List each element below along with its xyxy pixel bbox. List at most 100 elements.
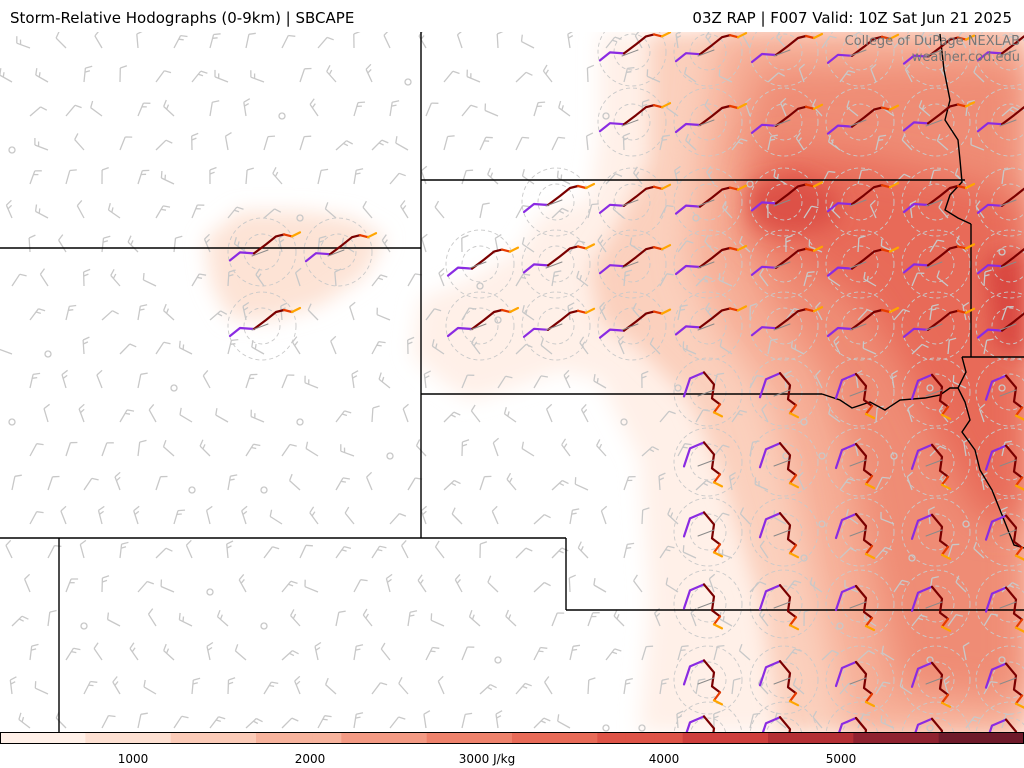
wind-barb: [597, 234, 607, 253]
hodograph-ring: [975, 357, 1024, 427]
hodograph-ring: [917, 513, 955, 551]
wind-barb: [476, 282, 484, 290]
hodograph-ring: [521, 291, 591, 361]
wind-barb: [11, 615, 29, 627]
wind-barb: [371, 274, 388, 287]
hodograph-ring: [975, 645, 1024, 715]
hodograph-segment: [956, 36, 968, 41]
hodograph-segment: [750, 52, 778, 64]
storm-motion-vector: [999, 601, 1017, 609]
wind-barb: [191, 132, 199, 151]
hodograph-segment: [864, 624, 876, 632]
wind-barb: [551, 479, 569, 491]
wind-barb: [443, 411, 461, 423]
wind-barb: [314, 641, 322, 661]
hodograph-ring: [901, 569, 971, 639]
wind-barb: [593, 373, 607, 389]
hodograph: [761, 716, 792, 732]
wind-barb: [206, 588, 214, 596]
storm-motion-vector: [999, 119, 1017, 127]
hodograph-ring: [749, 229, 819, 299]
hodograph-segment: [788, 474, 798, 485]
storm-motion-vector: [925, 119, 943, 127]
hodograph-ring: [673, 87, 743, 157]
hodograph-segment: [728, 186, 740, 191]
wind-barb: [431, 339, 445, 355]
hodograph-segment: [788, 692, 798, 703]
hodograph-segment: [910, 443, 934, 470]
wind-barb: [281, 717, 299, 729]
hodograph: [976, 248, 1024, 275]
wind-barb: [521, 237, 535, 253]
wind-barb: [495, 710, 503, 729]
hodograph: [446, 246, 520, 277]
hodograph-segment: [546, 245, 580, 267]
wind-barb: [857, 168, 869, 185]
wind-barb: [148, 403, 157, 423]
wind-barb: [420, 505, 428, 525]
hodograph-segment: [778, 512, 798, 547]
hodograph-ring: [765, 373, 803, 411]
wind-barb: [674, 384, 682, 392]
hodograph: [685, 715, 716, 732]
hodograph-ring: [991, 661, 1024, 699]
wind-barb: [90, 100, 103, 117]
wind-barb: [641, 645, 654, 661]
hodograph-segment: [622, 33, 656, 55]
wind-barb: [106, 612, 121, 627]
wind-barb: [353, 32, 361, 49]
hodograph-segment: [1014, 406, 1024, 417]
credit-url[interactable]: weather.cod.edu: [911, 50, 1020, 65]
wind-barb: [78, 403, 85, 423]
hodograph-ring: [991, 585, 1024, 623]
hodograph-segment: [902, 327, 930, 338]
hodograph-segment: [702, 371, 722, 406]
hodograph-segment: [880, 35, 892, 40]
hodograph-segment: [812, 103, 824, 110]
wind-barb: [839, 547, 857, 559]
hodograph-segment: [864, 412, 876, 420]
hodograph-ring: [597, 291, 667, 361]
wind-barb: [677, 304, 688, 321]
hodograph: [826, 104, 900, 135]
wind-barb: [497, 375, 513, 389]
wind-barb: [65, 578, 79, 593]
hodograph-segment: [758, 660, 782, 687]
hodograph-segment: [854, 512, 874, 548]
hodograph-ring: [303, 217, 373, 287]
wind-barb: [998, 656, 1006, 664]
hodograph-segment: [984, 662, 1008, 689]
wind-barb: [749, 302, 758, 321]
hodograph-segment: [622, 104, 656, 126]
hodograph-segment: [976, 203, 1004, 214]
hodograph-segment: [290, 231, 302, 238]
hodograph-segment: [660, 32, 672, 38]
wind-barb: [191, 70, 208, 83]
map-panel: [0, 32, 1024, 732]
wind-barb: [600, 505, 608, 525]
hodograph-segment: [804, 105, 816, 110]
wind-barb: [685, 133, 697, 151]
wind-barb: [209, 33, 221, 49]
wind-barb: [443, 70, 460, 83]
hodograph-ring: [917, 373, 955, 411]
wind-barb: [677, 443, 692, 457]
hodograph-ring: [673, 357, 743, 427]
hodograph-segment: [930, 373, 950, 408]
colorbar-cell: [910, 732, 940, 744]
wind-barb: [206, 641, 214, 661]
wind-barb: [344, 506, 355, 525]
hodograph-segment: [926, 245, 960, 267]
hodograph: [758, 442, 800, 489]
wind-barb: [947, 543, 960, 559]
hodograph-segment: [902, 202, 930, 214]
hodograph-segment: [926, 309, 960, 331]
storm-motion-vector: [999, 459, 1017, 467]
wind-barb: [487, 167, 499, 185]
state-borders: [0, 32, 1024, 732]
hodograph-segment: [826, 266, 854, 277]
wind-barb: [5, 199, 13, 219]
hodograph-segment: [446, 326, 474, 338]
hodograph-segment: [712, 615, 722, 626]
wind-barb: [305, 441, 319, 457]
